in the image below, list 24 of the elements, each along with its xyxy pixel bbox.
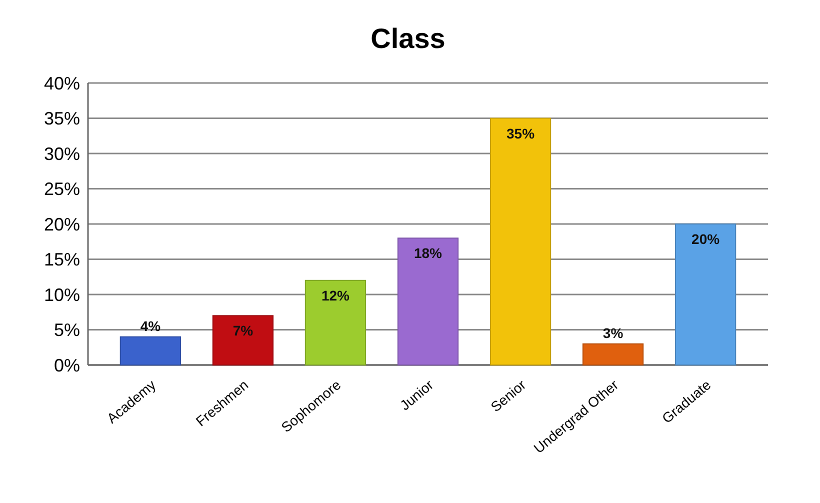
y-tick-label: 35% bbox=[44, 108, 80, 129]
bar bbox=[674, 224, 736, 366]
data-label: 18% bbox=[414, 245, 443, 262]
y-tick-label: 10% bbox=[44, 284, 80, 305]
bar bbox=[212, 315, 274, 366]
y-tick-label: 40% bbox=[44, 73, 80, 94]
y-tick-label: 30% bbox=[44, 144, 80, 164]
data-label: 3% bbox=[602, 324, 624, 341]
bar bbox=[304, 280, 366, 366]
y-tick-label: 0% bbox=[54, 355, 80, 376]
data-label: 4% bbox=[140, 318, 162, 334]
bar bbox=[120, 336, 182, 366]
data-label: 20% bbox=[692, 231, 720, 247]
y-tick-label: 20% bbox=[44, 214, 80, 234]
y-tick-label: 25% bbox=[44, 179, 80, 200]
y-tick-label: 5% bbox=[54, 320, 80, 340]
bar bbox=[582, 343, 644, 366]
chart-title: Class bbox=[370, 23, 446, 54]
data-label: 12% bbox=[321, 287, 350, 304]
data-label: 35% bbox=[506, 125, 536, 142]
bar bbox=[397, 238, 459, 366]
data-label: 7% bbox=[232, 322, 254, 339]
bar bbox=[490, 118, 552, 366]
y-tick-label: 15% bbox=[44, 250, 80, 270]
